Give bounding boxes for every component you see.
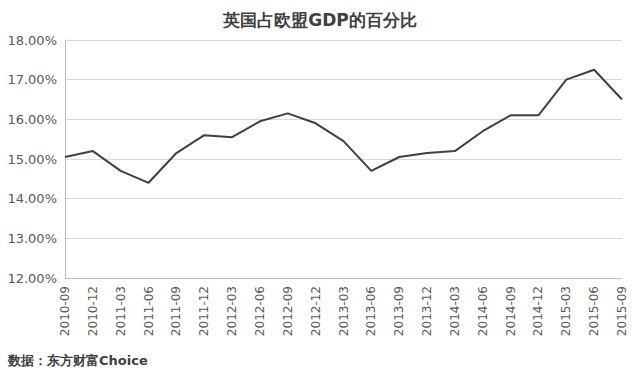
svg-text:12.00%: 12.00% <box>7 271 57 286</box>
svg-text:英国占欧盟GDP的百分比: 英国占欧盟GDP的百分比 <box>222 10 417 30</box>
svg-text:13.00%: 13.00% <box>7 231 57 246</box>
svg-text:14.00%: 14.00% <box>7 191 57 206</box>
svg-text:2010-12: 2010-12 <box>86 286 100 336</box>
svg-text:2014-12: 2014-12 <box>531 286 545 336</box>
svg-text:2012-12: 2012-12 <box>309 286 323 336</box>
svg-text:2013-03: 2013-03 <box>337 286 351 336</box>
svg-text:18.00%: 18.00% <box>7 33 57 48</box>
svg-text:2011-03: 2011-03 <box>114 286 128 336</box>
svg-text:2015-09: 2015-09 <box>615 286 629 336</box>
svg-text:2012-09: 2012-09 <box>281 286 295 336</box>
svg-text:16.00%: 16.00% <box>7 112 57 127</box>
svg-text:2015-03: 2015-03 <box>559 286 573 336</box>
svg-text:2013-12: 2013-12 <box>420 286 434 336</box>
svg-text:2014-09: 2014-09 <box>504 286 518 336</box>
svg-text:2011-09: 2011-09 <box>169 286 183 336</box>
svg-text:2015-06: 2015-06 <box>587 286 601 336</box>
svg-text:2010-09: 2010-09 <box>58 286 72 336</box>
svg-text:2012-03: 2012-03 <box>225 286 239 336</box>
svg-text:2014-03: 2014-03 <box>448 286 462 336</box>
svg-text:数据：东方财富Choice: 数据：东方财富Choice <box>7 353 148 368</box>
svg-text:2013-06: 2013-06 <box>364 286 378 336</box>
svg-text:2012-06: 2012-06 <box>253 286 267 336</box>
svg-text:2011-12: 2011-12 <box>197 286 211 336</box>
svg-text:2011-06: 2011-06 <box>142 286 156 336</box>
svg-text:15.00%: 15.00% <box>7 152 57 167</box>
svg-text:2013-09: 2013-09 <box>392 286 406 336</box>
svg-text:17.00%: 17.00% <box>7 72 57 87</box>
svg-text:2014-06: 2014-06 <box>476 286 490 336</box>
